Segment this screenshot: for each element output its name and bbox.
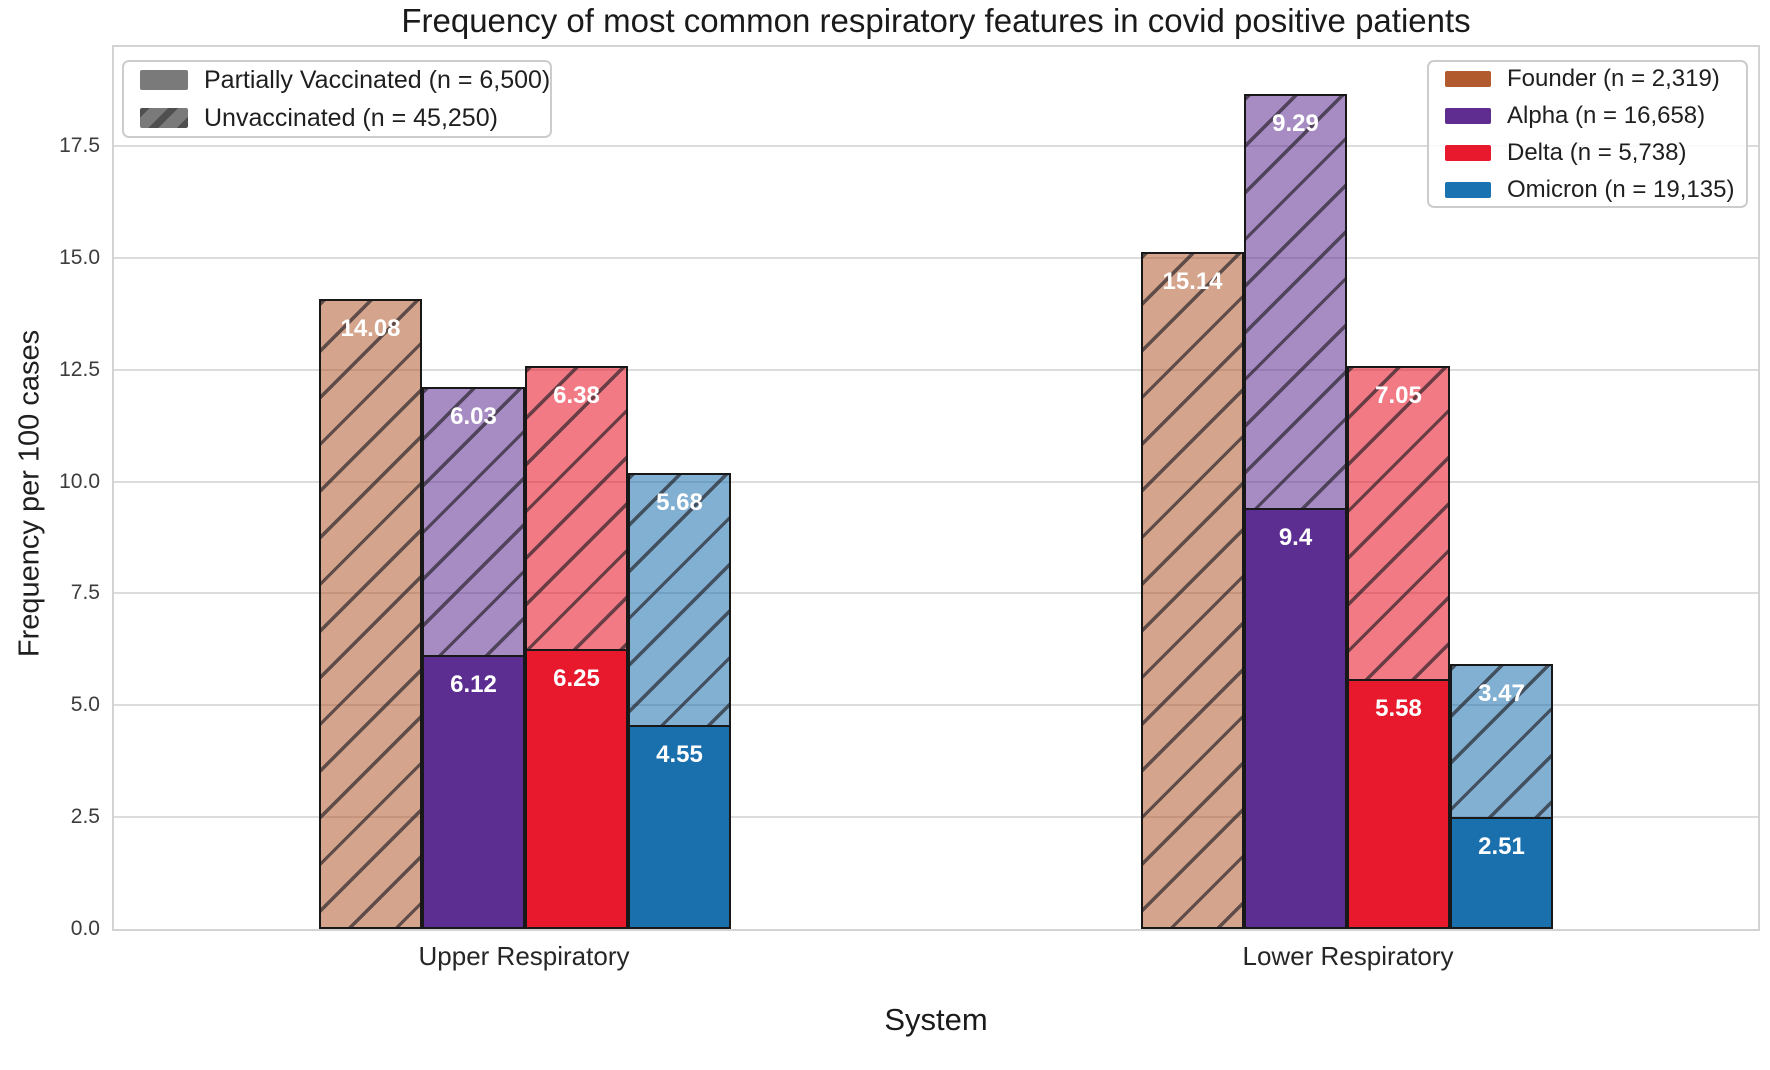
gridline bbox=[114, 592, 1758, 595]
legend-item: Unvaccinated (n = 45,250) bbox=[140, 104, 534, 133]
legend-label: Delta (n = 5,738) bbox=[1507, 138, 1687, 166]
vaccination-status-legend: Partially Vaccinated (n = 6,500) Unvaccin… bbox=[122, 60, 552, 138]
y-tick-label: 7.5 bbox=[70, 581, 100, 605]
bar-value-label: 3.47 bbox=[1478, 680, 1525, 707]
solid-swatch-icon bbox=[140, 70, 188, 90]
solid-swatch-icon bbox=[1445, 107, 1491, 124]
bar-alpha-lower-unvaccinated: 9.29 bbox=[1244, 94, 1347, 510]
legend-item: Founder (n = 2,319) bbox=[1445, 65, 1730, 93]
x-tick-lower-respiratory: Lower Respiratory bbox=[1242, 941, 1454, 971]
legend-item: Omicron (n = 19,135) bbox=[1445, 176, 1734, 204]
gridline bbox=[114, 144, 1758, 147]
legend-item: Delta (n = 5,738) bbox=[1445, 139, 1730, 167]
bar-omicron-lower-unvaccinated: 3.47 bbox=[1450, 664, 1553, 819]
y-axis-label: Frequency per 100 cases bbox=[13, 329, 46, 658]
bar-value-label: 6.12 bbox=[450, 671, 497, 698]
solid-swatch-icon bbox=[1445, 144, 1491, 161]
bar-delta-lower-unvaccinated: 7.05 bbox=[1347, 366, 1450, 681]
bar-value-label: 14.08 bbox=[340, 315, 401, 342]
bar-omicron-lower-partially-vaccinated: 2.51 bbox=[1450, 817, 1553, 929]
bar-value-label: 4.55 bbox=[656, 741, 703, 768]
legend-label: Omicron (n = 19,135) bbox=[1507, 175, 1735, 203]
x-axis-label: System bbox=[884, 1002, 988, 1037]
bar-alpha-upper-partially-vaccinated: 6.12 bbox=[422, 655, 525, 929]
solid-swatch-icon bbox=[1445, 181, 1491, 198]
x-tick-upper-respiratory: Upper Respiratory bbox=[418, 941, 630, 971]
legend-label: Alpha (n = 16,658) bbox=[1507, 101, 1706, 129]
bar-value-label: 9.29 bbox=[1272, 110, 1319, 137]
gridline bbox=[114, 368, 1758, 371]
bar-delta-upper-unvaccinated: 6.38 bbox=[525, 366, 628, 651]
bar-omicron-upper-unvaccinated: 5.68 bbox=[628, 473, 731, 727]
bar-value-label: 6.03 bbox=[450, 403, 497, 430]
y-tick-label: 17.5 bbox=[59, 133, 100, 157]
bar-value-label: 15.14 bbox=[1162, 268, 1223, 295]
gridline bbox=[114, 816, 1758, 819]
bar-value-label: 6.25 bbox=[553, 665, 600, 692]
legend-label: Founder (n = 2,319) bbox=[1507, 64, 1720, 92]
bar-alpha-upper-unvaccinated: 6.03 bbox=[422, 387, 525, 657]
gridline bbox=[114, 480, 1758, 483]
y-tick-label: 10.0 bbox=[59, 469, 100, 493]
bar-value-label: 6.38 bbox=[553, 382, 600, 409]
hatched-swatch-icon bbox=[140, 108, 188, 128]
bar-founder-upper-unvaccinated: 14.08 bbox=[319, 299, 422, 929]
bar-delta-upper-partially-vaccinated: 6.25 bbox=[525, 649, 628, 929]
legend-label: Unvaccinated (n = 45,250) bbox=[204, 103, 498, 132]
bar-value-label: 5.58 bbox=[1375, 695, 1422, 722]
bar-delta-lower-partially-vaccinated: 5.58 bbox=[1347, 679, 1450, 929]
bar-value-label: 2.51 bbox=[1478, 833, 1525, 860]
variant-legend: Founder (n = 2,319) Alpha (n = 16,658) Del… bbox=[1427, 60, 1748, 208]
bar-value-label: 7.05 bbox=[1375, 382, 1422, 409]
y-tick-label: 2.5 bbox=[70, 805, 100, 829]
y-tick-label: 5.0 bbox=[70, 693, 100, 717]
legend-item: Alpha (n = 16,658) bbox=[1445, 102, 1730, 130]
gridline bbox=[114, 256, 1758, 259]
bar-founder-lower-unvaccinated: 15.14 bbox=[1141, 252, 1244, 929]
bar-omicron-upper-partially-vaccinated: 4.55 bbox=[628, 725, 731, 929]
legend-label: Partially Vaccinated (n = 6,500) bbox=[204, 65, 551, 94]
y-tick-label: 15.0 bbox=[59, 245, 100, 269]
chart-title: Frequency of most common respiratory fea… bbox=[401, 2, 1471, 39]
legend-item: Partially Vaccinated (n = 6,500) bbox=[140, 66, 550, 95]
gridline bbox=[114, 704, 1758, 707]
bar-value-label: 9.4 bbox=[1278, 524, 1313, 551]
bar-alpha-lower-partially-vaccinated: 9.4 bbox=[1244, 508, 1347, 929]
solid-swatch-icon bbox=[1445, 70, 1491, 87]
y-tick-label: 0.0 bbox=[70, 917, 100, 940]
bar-value-label: 5.68 bbox=[656, 489, 703, 516]
y-tick-label: 12.5 bbox=[59, 357, 100, 381]
